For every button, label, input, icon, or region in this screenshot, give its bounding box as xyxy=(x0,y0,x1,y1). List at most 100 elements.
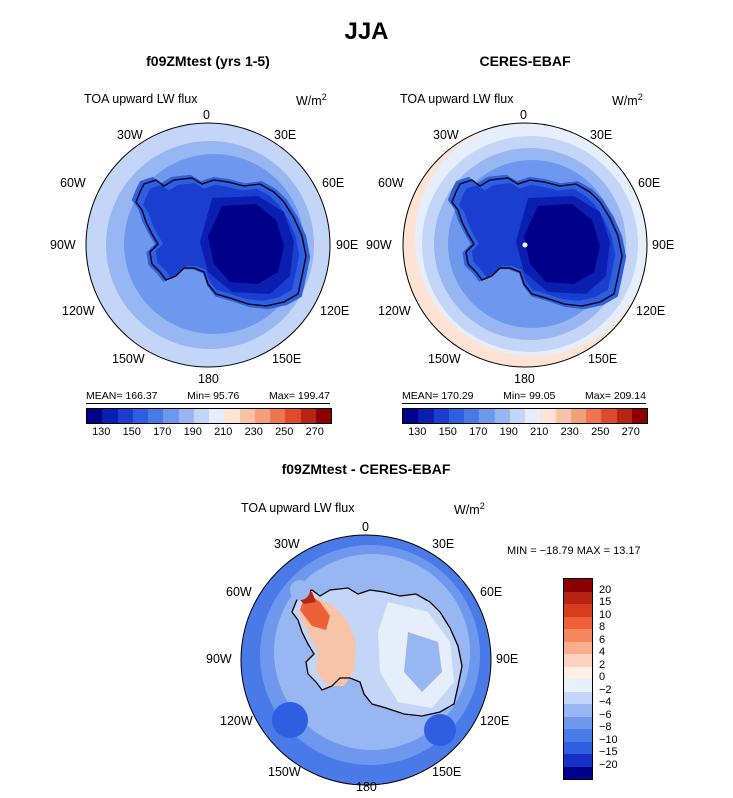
panel3-lon-90w: 90W xyxy=(206,652,232,666)
colorbar-tick-label: −10 xyxy=(599,733,618,746)
panel2-title: CERES-EBAF xyxy=(479,53,571,69)
panel2-lon-30w: 30W xyxy=(433,128,459,142)
panel1-max: Max= 199.47 xyxy=(268,390,330,402)
colorbar-tick-label: 190 xyxy=(499,426,518,438)
colorbar-tick-label: 150 xyxy=(122,426,141,438)
panel3-units: W/m2 xyxy=(454,501,485,518)
colorbar-swatch xyxy=(631,409,647,423)
panel2-max: Max= 209.14 xyxy=(584,390,646,402)
colorbar-swatch xyxy=(601,409,617,423)
colorbar-swatch xyxy=(148,409,164,423)
colorbar-tick-label: 150 xyxy=(438,426,457,438)
panel3-lon-90e: 90E xyxy=(496,652,519,666)
colorbar-swatch xyxy=(564,754,592,767)
panel3-map xyxy=(241,535,491,785)
panel2-stats: MEAN= 170.29 Min= 99.05 Max= 209.14 xyxy=(402,390,646,404)
colorbar-tick-label: 190 xyxy=(183,426,202,438)
colorbar-tick-label: 130 xyxy=(92,426,111,438)
panel1-map-border xyxy=(85,122,331,368)
panel2-lon-90e: 90E xyxy=(652,238,675,252)
panel3-lon-30w: 30W xyxy=(274,537,300,551)
colorbar-tick-label: 130 xyxy=(408,426,427,438)
colorbar-swatch xyxy=(448,409,464,423)
panel1-min: Min= 95.76 xyxy=(187,390,240,402)
panel2-colorbar xyxy=(402,408,648,424)
panel1-lon-150w: 150W xyxy=(112,352,145,366)
panel3-variable: TOA upward LW flux xyxy=(241,501,355,515)
colorbar-swatch xyxy=(270,409,286,423)
panel2-lon-bottom: 180 xyxy=(514,372,535,386)
colorbar-tick-label: 250 xyxy=(275,426,294,438)
colorbar-swatch xyxy=(509,409,525,423)
colorbar-tick-label: 270 xyxy=(305,426,324,438)
colorbar-swatch xyxy=(479,409,495,423)
panel1-lon-150e: 150E xyxy=(272,352,302,366)
colorbar-swatch xyxy=(178,409,194,423)
colorbar-swatch xyxy=(464,409,480,423)
colorbar-tick-label: 6 xyxy=(599,633,606,646)
panel3-lon-60e: 60E xyxy=(480,585,503,599)
colorbar-swatch xyxy=(433,409,449,423)
panel2-lon-150e: 150E xyxy=(588,352,618,366)
colorbar-tick-label: 10 xyxy=(599,608,612,621)
panel2-map-border xyxy=(402,122,648,368)
colorbar-swatch xyxy=(564,579,592,592)
panel3-lon-120w: 120W xyxy=(220,714,253,728)
panel1-variable: TOA upward LW flux xyxy=(84,92,198,106)
panel2-map xyxy=(403,123,647,367)
colorbar-swatch xyxy=(418,409,434,423)
panel3-colorbar xyxy=(563,578,593,780)
colorbar-swatch xyxy=(564,766,592,779)
panel1-lon-60e: 60E xyxy=(322,176,345,190)
colorbar-tick-label: −15 xyxy=(599,746,618,758)
colorbar-tick-label: −8 xyxy=(599,721,612,733)
panel2-variable: TOA upward LW flux xyxy=(400,92,514,106)
colorbar-swatch xyxy=(117,409,133,423)
colorbar-swatch xyxy=(555,409,571,423)
colorbar-swatch xyxy=(564,704,592,717)
colorbar-swatch xyxy=(564,591,592,604)
colorbar-swatch xyxy=(564,604,592,617)
colorbar-swatch xyxy=(285,409,301,423)
colorbar-swatch xyxy=(239,409,255,423)
colorbar-swatch xyxy=(564,741,592,754)
colorbar-swatch xyxy=(209,409,225,423)
colorbar-swatch xyxy=(564,616,592,629)
colorbar-swatch xyxy=(300,409,316,423)
colorbar-tick-label: 20 xyxy=(599,583,612,596)
panel3-lon-30e: 30E xyxy=(432,537,455,551)
panel2-lon-60w: 60W xyxy=(378,176,404,190)
colorbar-swatch xyxy=(102,409,118,423)
panel1-lon-90e: 90E xyxy=(336,238,359,252)
panel2-lon-top: 0 xyxy=(520,108,527,122)
colorbar-tick-label: 170 xyxy=(469,426,488,438)
panel3-lon-bottom: 180 xyxy=(356,780,377,794)
colorbar-swatch xyxy=(564,654,592,667)
panel1-map xyxy=(86,123,330,367)
colorbar-swatch xyxy=(564,641,592,654)
panel3-lon-top: 0 xyxy=(362,520,369,534)
colorbar-swatch xyxy=(564,691,592,704)
colorbar-tick-label: 270 xyxy=(621,426,640,438)
colorbar-swatch xyxy=(525,409,541,423)
panel1-title: f09ZMtest (yrs 1-5) xyxy=(146,53,270,69)
colorbar-tick-label: −4 xyxy=(599,696,612,708)
colorbar-tick-label: 230 xyxy=(560,426,579,438)
colorbar-swatch xyxy=(564,679,592,692)
colorbar-swatch xyxy=(540,409,556,423)
panel2-lon-30e: 30E xyxy=(590,128,613,142)
panel2-min: Min= 99.05 xyxy=(503,390,556,402)
panel1-units: W/m2 xyxy=(296,92,327,109)
colorbar-tick-label: 210 xyxy=(214,426,233,438)
panel1-lon-60w: 60W xyxy=(60,176,86,190)
panel2-lon-90w: 90W xyxy=(366,238,392,252)
panel2-lon-120e: 120E xyxy=(636,304,666,318)
panel1-lon-30w: 30W xyxy=(117,128,143,142)
colorbar-swatch xyxy=(616,409,632,423)
panel2-units: W/m2 xyxy=(612,92,643,109)
panel2-mean: MEAN= 170.29 xyxy=(402,390,474,402)
colorbar-tick-label: 210 xyxy=(530,426,549,438)
panel1-lon-90w: 90W xyxy=(50,238,76,252)
panel1-colorbar xyxy=(86,408,332,424)
colorbar-tick-label: −20 xyxy=(599,758,618,771)
